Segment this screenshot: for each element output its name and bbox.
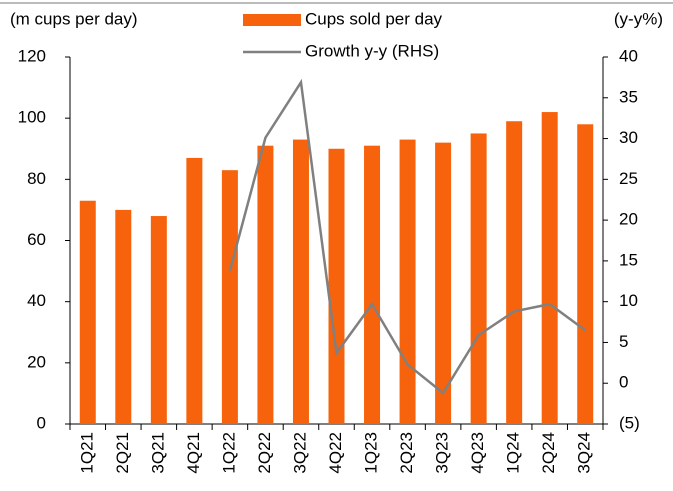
x-tick-label: 4Q21	[184, 432, 203, 474]
bar	[577, 124, 594, 425]
x-tick-label: 2Q22	[255, 432, 274, 474]
bar	[257, 145, 274, 425]
y2-tick-label: 15	[619, 250, 638, 269]
y-tick-label: 20	[27, 352, 46, 371]
y-tick-label: 120	[18, 46, 46, 65]
x-tick-label: 1Q22	[219, 432, 238, 474]
bar	[435, 142, 452, 424]
legend-swatch	[243, 14, 301, 26]
y2-tick-label: (5)	[619, 413, 640, 432]
x-tick-label: 1Q21	[77, 432, 96, 474]
bar	[399, 139, 416, 424]
y-tick-label: 80	[27, 169, 46, 188]
legend-label: Growth y-y (RHS)	[305, 41, 439, 60]
x-tick-label: 2Q23	[397, 432, 416, 474]
y-axis-title: (m cups per day)	[10, 9, 138, 28]
y-tick-label: 40	[27, 291, 46, 310]
x-tick-label: 1Q24	[504, 432, 523, 474]
x-tick-label: 3Q24	[575, 432, 594, 474]
y2-tick-label: 10	[619, 291, 638, 310]
x-tick-label: 4Q22	[326, 432, 345, 474]
x-tick-label: 1Q23	[362, 432, 381, 474]
x-tick-label: 3Q23	[433, 432, 452, 474]
x-tick-label: 2Q21	[113, 432, 132, 474]
y2-tick-label: 0	[619, 373, 628, 392]
legend-label: Cups sold per day	[305, 9, 443, 28]
y-tick-label: 0	[37, 413, 46, 432]
x-tick-label: 3Q21	[148, 432, 167, 474]
bar	[115, 209, 132, 424]
bar	[186, 157, 203, 425]
bar	[79, 200, 96, 424]
y2-tick-label: 30	[619, 128, 638, 147]
y2-axis-title: (y-y%)	[614, 9, 663, 28]
bar	[292, 139, 309, 424]
x-tick-label: 3Q22	[290, 432, 309, 474]
x-tick-label: 2Q24	[539, 432, 558, 474]
bar	[150, 216, 167, 424]
x-tick-label: 4Q23	[468, 432, 487, 474]
y2-tick-label: 5	[619, 332, 628, 351]
line	[228, 78, 586, 395]
y2-tick-label: 25	[619, 169, 638, 188]
bar	[328, 148, 345, 424]
y2-tick-label: 40	[619, 46, 638, 65]
bar	[470, 133, 487, 425]
y2-tick-label: 35	[619, 87, 638, 106]
y2-tick-label: 20	[619, 210, 638, 229]
bar	[364, 145, 381, 425]
y-tick-label: 60	[27, 230, 46, 249]
bar	[541, 112, 558, 425]
bar	[506, 121, 523, 424]
y-tick-label: 100	[18, 108, 46, 127]
bar	[221, 170, 238, 424]
